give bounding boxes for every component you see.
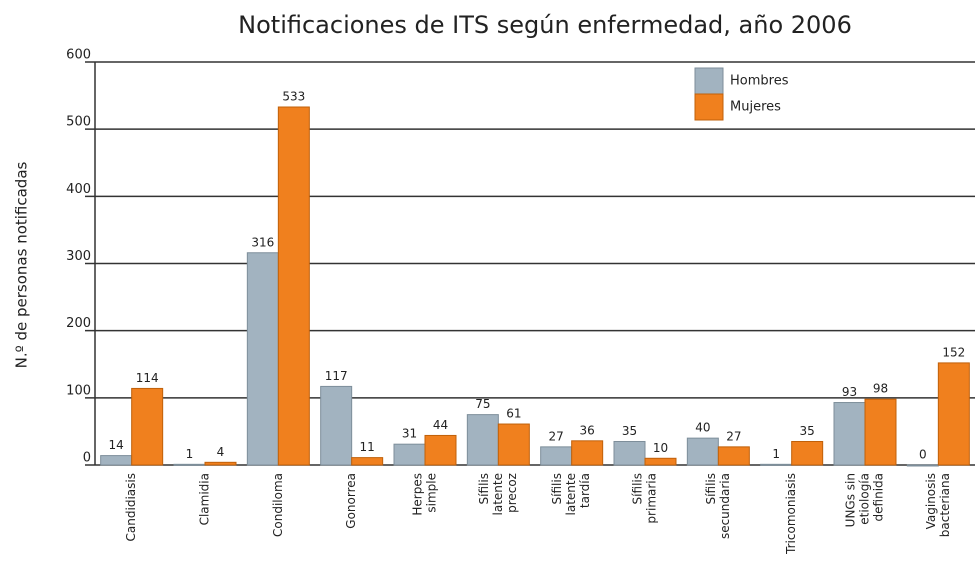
x-tick-label: secundaria [718,473,732,539]
bar [540,446,573,466]
bar [100,455,133,466]
bar [644,457,677,466]
value-label: 75 [475,397,490,411]
bar [466,414,499,466]
x-tick-label: UNGs sin [844,473,858,527]
bar [497,423,530,466]
y-tick-label: 100 [66,383,91,398]
x-tick-label: Sífilis [704,473,718,504]
chart-title: Notificaciones de ITS según enfermedad, … [238,11,852,39]
bar [131,387,164,466]
x-tick-label: Tricomoniasis [784,473,798,555]
y-tick-label: 600 [66,48,91,63]
value-label: 27 [549,429,564,443]
bar [393,443,426,466]
bar [173,463,206,466]
bar [864,398,897,466]
value-label: 14 [109,438,124,452]
value-label: 93 [842,385,857,399]
value-label: 31 [402,427,417,441]
legend-label: Hombres [730,74,789,89]
value-label: 35 [622,424,637,438]
value-label: 114 [136,371,159,385]
value-label: 44 [433,418,448,432]
bar [277,106,310,466]
bar [686,437,719,466]
value-label: 152 [942,345,965,359]
value-label: 10 [653,441,668,455]
value-label: 533 [282,90,305,104]
y-tick-label: 200 [66,316,91,331]
x-tick-label: Sífilis [550,473,564,504]
bar [833,402,866,466]
bar [613,440,646,466]
bar [351,457,384,466]
bar [320,385,353,466]
value-label: 11 [360,440,375,454]
x-tick-label: Gonorrea [344,473,358,529]
x-tick-label: Sífilis [631,473,645,504]
x-tick-label: definida [872,473,886,521]
x-tick-label: Sífilis [477,473,491,504]
y-axis-label: N.º de personas notificadas [13,161,31,368]
x-tick-label: latente [491,473,505,515]
value-label: 36 [580,423,595,437]
bar [246,252,279,466]
x-tick-label: simple [425,473,439,513]
bar [571,440,604,466]
value-label: 316 [251,235,274,249]
bar [424,434,457,466]
legend-swatch [694,67,724,95]
value-label: 0 [919,448,927,462]
x-tick-label: precoz [505,473,519,513]
y-tick-label: 400 [66,182,91,197]
x-tick-label: Clamidia [198,473,212,525]
value-label: 61 [506,407,521,421]
bar [204,461,237,466]
x-tick-label: bacteriana [938,473,952,537]
x-tick-label: tardía [578,473,592,508]
bar [937,362,970,466]
x-tick-label: Herpes [411,473,425,516]
value-label: 40 [695,421,710,435]
value-label: 1 [186,447,194,461]
value-label: 27 [726,429,741,443]
x-tick-label: Candidiasis [124,473,138,541]
y-tick-label: 0 [83,451,91,466]
y-tick-label: 500 [66,115,91,130]
legend-swatch [694,93,724,121]
y-tick-label: 300 [66,249,91,264]
bar [791,440,824,466]
x-tick-label: Vaginosis [924,473,938,529]
value-label: 1 [772,447,780,461]
bar [906,464,939,467]
x-tick-label: latente [564,473,578,515]
x-tick-label: etiología [858,473,872,525]
value-label: 4 [217,445,225,459]
x-tick-label: Condiloma [271,473,285,537]
x-tick-label: primaria [645,473,659,524]
bar [760,463,793,466]
value-label: 35 [800,424,815,438]
legend-label: Mujeres [730,100,781,115]
value-label: 98 [873,382,888,396]
bar [717,446,750,466]
value-label: 117 [325,369,348,383]
